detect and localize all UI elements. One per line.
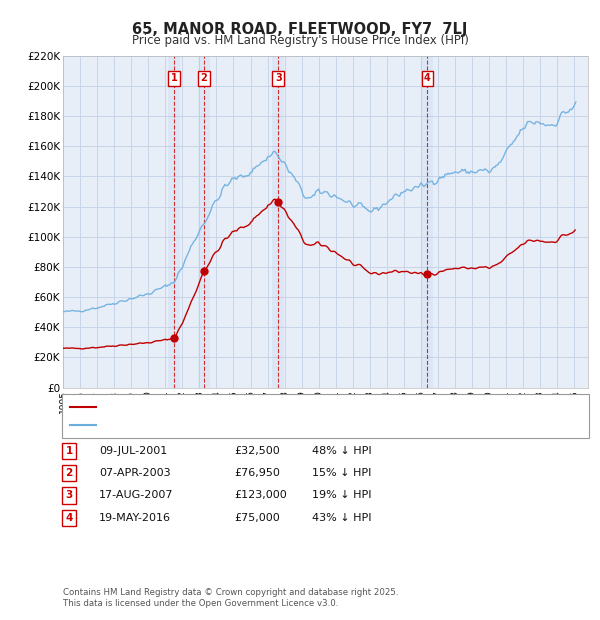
Text: 1: 1: [65, 446, 73, 456]
Text: HPI: Average price, semi-detached house, Wyre: HPI: Average price, semi-detached house,…: [100, 420, 349, 430]
Text: 15% ↓ HPI: 15% ↓ HPI: [312, 468, 371, 478]
Text: 2: 2: [200, 73, 208, 84]
Text: This data is licensed under the Open Government Licence v3.0.: This data is licensed under the Open Gov…: [63, 600, 338, 608]
Bar: [168, 56, 180, 388]
Text: 2: 2: [65, 468, 73, 478]
Text: 65, MANOR ROAD, FLEETWOOD, FY7 7LJ (semi-detached house): 65, MANOR ROAD, FLEETWOOD, FY7 7LJ (semi…: [100, 402, 433, 412]
Bar: [198, 56, 210, 388]
Text: 3: 3: [275, 73, 281, 84]
Text: £123,000: £123,000: [234, 490, 287, 500]
Text: 48% ↓ HPI: 48% ↓ HPI: [312, 446, 371, 456]
Text: 09-JUL-2001: 09-JUL-2001: [99, 446, 167, 456]
Text: 65, MANOR ROAD, FLEETWOOD, FY7  7LJ: 65, MANOR ROAD, FLEETWOOD, FY7 7LJ: [133, 22, 467, 37]
Text: 07-APR-2003: 07-APR-2003: [99, 468, 170, 478]
Text: £75,000: £75,000: [234, 513, 280, 523]
Text: 17-AUG-2007: 17-AUG-2007: [99, 490, 173, 500]
Text: 3: 3: [65, 490, 73, 500]
Text: 43% ↓ HPI: 43% ↓ HPI: [312, 513, 371, 523]
Text: 1: 1: [171, 73, 178, 84]
Text: 4: 4: [65, 513, 73, 523]
Text: 4: 4: [424, 73, 431, 84]
Text: 19% ↓ HPI: 19% ↓ HPI: [312, 490, 371, 500]
Text: £32,500: £32,500: [234, 446, 280, 456]
Text: 19-MAY-2016: 19-MAY-2016: [99, 513, 171, 523]
Bar: [421, 56, 433, 388]
Text: Contains HM Land Registry data © Crown copyright and database right 2025.: Contains HM Land Registry data © Crown c…: [63, 588, 398, 597]
Text: Price paid vs. HM Land Registry's House Price Index (HPI): Price paid vs. HM Land Registry's House …: [131, 34, 469, 47]
Bar: [272, 56, 284, 388]
Text: £76,950: £76,950: [234, 468, 280, 478]
